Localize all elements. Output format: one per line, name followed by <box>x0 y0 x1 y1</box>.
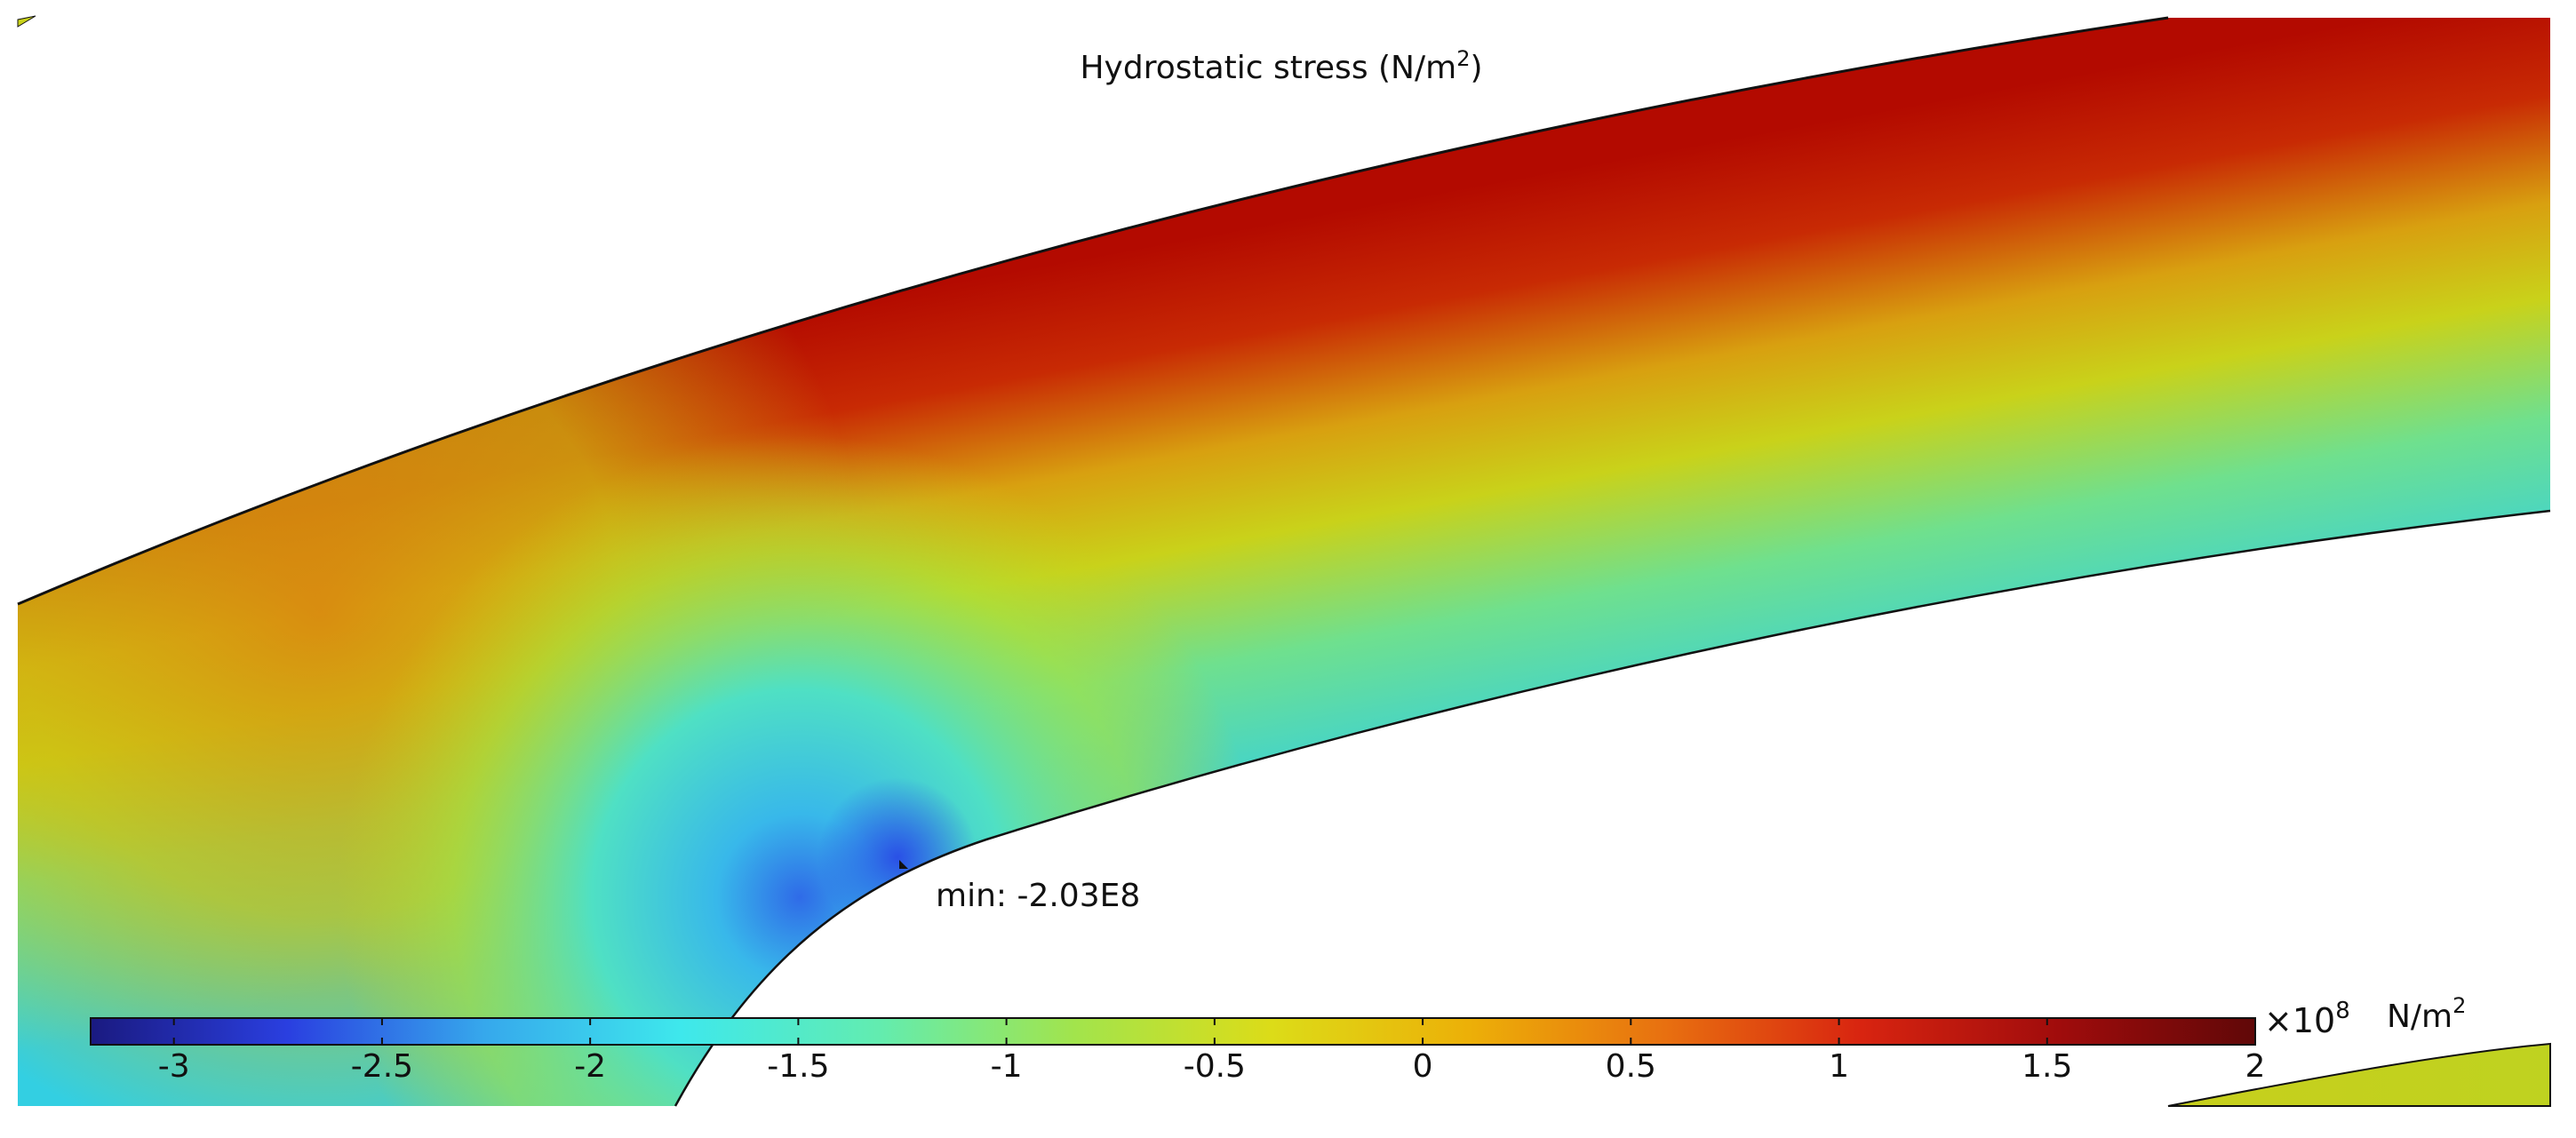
colorbar-tick-label: 0 <box>1413 1048 1433 1085</box>
colorbar-tick-label: 1 <box>1829 1048 1849 1085</box>
min-label: min: -2.03E8 <box>936 878 1140 914</box>
colorbar-tick-label: -3 <box>158 1048 190 1085</box>
colorbar-tick-label: -2 <box>574 1048 606 1085</box>
colorbar-tick-label: 0.5 <box>1606 1048 1656 1085</box>
colorbar-tick-label: 1.5 <box>2022 1048 2072 1085</box>
inner-boundary <box>674 509 2551 1107</box>
colorbar-gradient <box>90 1017 2256 1046</box>
corner-fragment <box>17 15 36 28</box>
colorbar-tick-label: 2 <box>2245 1048 2266 1085</box>
min-marker <box>899 860 908 869</box>
colorbar: -3 -2.5 -2 -1.5 -1 -0.5 0 0.5 1 1.5 2 ×108 N/m2 <box>90 993 2466 1085</box>
colorbar-multiplier: ×108 <box>2264 998 2350 1040</box>
colorbar-tick-label: -0.5 <box>1184 1048 1246 1085</box>
colorbar-tick-label: -1.5 <box>767 1048 829 1085</box>
plot-title: Hydrostatic stress (N/m2) <box>1080 46 1482 86</box>
lower-right-part <box>2167 1042 2551 1107</box>
colorbar-unit: N/m2 <box>2387 993 2466 1035</box>
colorbar-tick-label: -1 <box>991 1048 1023 1085</box>
colorbar-tick-label: -2.5 <box>351 1048 413 1085</box>
colorbar-ticks: -3 -2.5 -2 -1.5 -1 -0.5 0 0.5 1 1.5 2 <box>158 1018 2266 1085</box>
outer-boundary <box>17 16 2169 606</box>
